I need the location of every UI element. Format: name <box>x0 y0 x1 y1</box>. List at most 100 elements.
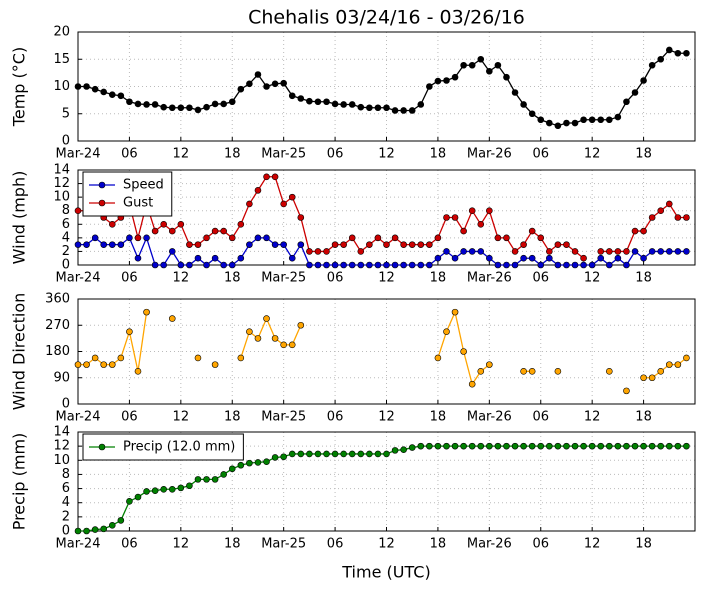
data-point <box>537 261 545 269</box>
data-point <box>614 248 622 255</box>
data-point <box>348 450 356 458</box>
data-point <box>91 354 99 362</box>
series-line <box>78 310 687 386</box>
y-axis-label: Precip (mm) <box>10 433 29 531</box>
data-point <box>623 98 630 106</box>
x-tick-label: 06 <box>532 147 549 162</box>
data-point <box>168 485 176 493</box>
data-point <box>306 97 313 105</box>
data-point <box>134 254 142 262</box>
data-point <box>323 248 330 255</box>
data-point <box>665 46 673 54</box>
data-point <box>151 101 159 108</box>
x-tick-label: 18 <box>430 271 447 286</box>
data-point <box>443 214 450 221</box>
x-tick-label: 18 <box>635 410 652 425</box>
y-tick-label: 2 <box>62 244 70 259</box>
data-point <box>520 101 527 108</box>
legend-label: Precip (12.0 mm) <box>123 440 235 455</box>
data-point <box>486 207 493 215</box>
data-point <box>426 261 433 269</box>
data-point <box>554 368 562 375</box>
x-tick-label: 18 <box>635 537 652 552</box>
data-point <box>606 116 613 124</box>
y-tick-label: 10 <box>53 79 70 94</box>
data-point <box>494 261 502 269</box>
data-point <box>631 227 639 235</box>
data-point <box>554 122 562 130</box>
data-point <box>614 113 622 121</box>
data-point <box>74 527 82 535</box>
data-point <box>580 254 587 262</box>
data-point <box>194 254 202 262</box>
data-point <box>228 465 236 473</box>
data-point <box>194 476 202 483</box>
data-point <box>100 241 108 248</box>
data-point <box>237 354 245 362</box>
data-point <box>563 442 570 450</box>
data-point <box>665 361 673 368</box>
data-point <box>357 248 365 255</box>
data-point <box>597 442 605 450</box>
data-point <box>151 261 159 269</box>
x-tick-label: 12 <box>584 410 601 425</box>
data-point <box>597 254 605 262</box>
x-tick-label: 06 <box>327 410 344 425</box>
data-point <box>640 227 647 235</box>
data-point <box>408 241 416 248</box>
data-point <box>657 55 665 63</box>
x-tick-label: Mar-25 <box>261 271 306 286</box>
data-point <box>648 214 656 221</box>
data-point <box>640 254 647 262</box>
data-point <box>614 442 622 450</box>
data-point <box>194 354 202 362</box>
data-point <box>597 248 605 255</box>
data-point <box>288 193 296 201</box>
data-point <box>203 261 210 269</box>
data-point <box>331 100 339 108</box>
data-point <box>374 261 382 269</box>
y-axis-label: Wind (mph) <box>10 171 29 265</box>
data-point <box>537 116 545 124</box>
data-point <box>477 248 485 255</box>
data-point <box>665 248 673 255</box>
data-point <box>391 261 399 269</box>
data-point <box>683 442 690 450</box>
data-point <box>374 234 382 242</box>
x-tick-label: Mar-25 <box>261 410 306 425</box>
x-tick-label: 18 <box>635 271 652 286</box>
y-tick-label: 4 <box>62 230 70 245</box>
y-tick-label: 2 <box>62 509 70 524</box>
data-point <box>340 450 347 458</box>
data-point <box>211 476 219 483</box>
data-point <box>108 91 116 98</box>
data-point <box>254 459 262 466</box>
x-tick-label: 12 <box>173 271 190 286</box>
data-point <box>528 368 536 375</box>
data-point <box>408 107 416 114</box>
data-point <box>683 49 690 57</box>
data-point <box>220 471 227 478</box>
data-point <box>271 335 279 342</box>
data-point <box>117 92 125 100</box>
data-point <box>246 328 253 335</box>
data-point <box>665 442 673 450</box>
data-point <box>366 104 373 112</box>
x-tick-label: 06 <box>532 410 549 425</box>
data-point <box>657 442 665 450</box>
data-point <box>434 77 442 85</box>
data-point <box>220 227 227 235</box>
chart-title: Chehalis 03/24/16 - 03/26/16 <box>248 7 525 29</box>
data-point <box>126 328 133 335</box>
data-point <box>280 453 287 461</box>
y-tick-label: 20 <box>53 25 70 40</box>
legend-box <box>82 433 244 461</box>
data-point <box>254 234 262 242</box>
data-point <box>648 61 656 69</box>
data-point <box>143 101 150 108</box>
data-point <box>314 98 322 106</box>
x-tick-label: 06 <box>532 537 549 552</box>
data-point <box>443 77 450 84</box>
data-point <box>674 49 682 57</box>
y-axis-label: Wind Direction <box>10 293 29 411</box>
